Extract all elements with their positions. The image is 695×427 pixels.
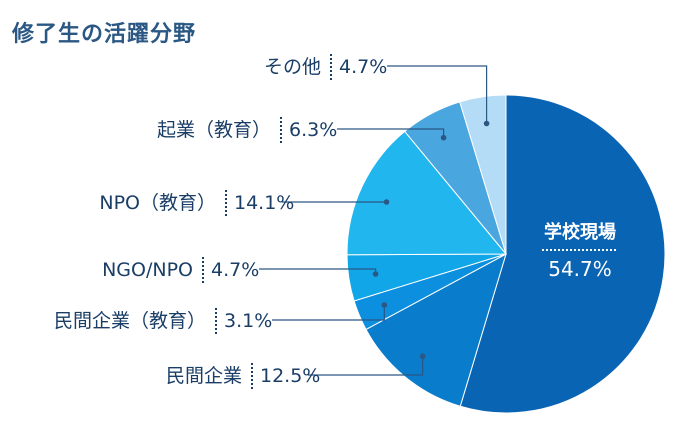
slice-value-5: 6.3% (289, 119, 337, 141)
callout-line-6 (387, 65, 488, 124)
pie-slice-1 (365, 252, 507, 407)
chart-title: 修了生の活躍分野 (12, 22, 197, 47)
pie-slice-6 (459, 94, 507, 255)
slice-value-2: 3.1% (224, 310, 272, 332)
callout-dot-3 (372, 271, 379, 277)
slice-value-3: 4.7% (211, 259, 259, 281)
slice-value-6: 4.7% (339, 56, 387, 78)
slice-label-6: その他 (264, 56, 321, 78)
slice-label-1: 民間企業 (166, 365, 242, 387)
pie-slices (346, 94, 666, 414)
pie-slice-0 (459, 94, 666, 414)
callout-dot-6 (483, 120, 490, 127)
callout-line-1 (308, 356, 424, 376)
callout-dot-2 (381, 302, 388, 308)
slice-value-inside: 54.7% (548, 257, 612, 281)
callout-dot-5 (440, 134, 447, 141)
callout-lines (259, 65, 490, 376)
slice-label-3: NGO/NPO (102, 259, 193, 281)
slice-labels: 学校現場 54.7% 民間企業 12.5% 民間企業（教育） 3.1% NGO/NPO 4.7… (54, 54, 618, 389)
callout-line-5 (337, 128, 445, 138)
slice-label-inside: 学校現場 (544, 221, 616, 243)
slice-label-4: NPO（教育） (99, 192, 216, 214)
slice-label-2: 民間企業（教育） (54, 310, 206, 332)
callout-line-2 (272, 305, 385, 321)
slice-label-5: 起業（教育） (157, 119, 271, 141)
callout-dot-4 (383, 199, 390, 205)
pie-slice-4 (346, 130, 508, 256)
callout-dot-1 (419, 353, 426, 360)
slice-value-1: 12.5% (260, 365, 320, 387)
slice-value-4: 14.1% (234, 192, 294, 214)
